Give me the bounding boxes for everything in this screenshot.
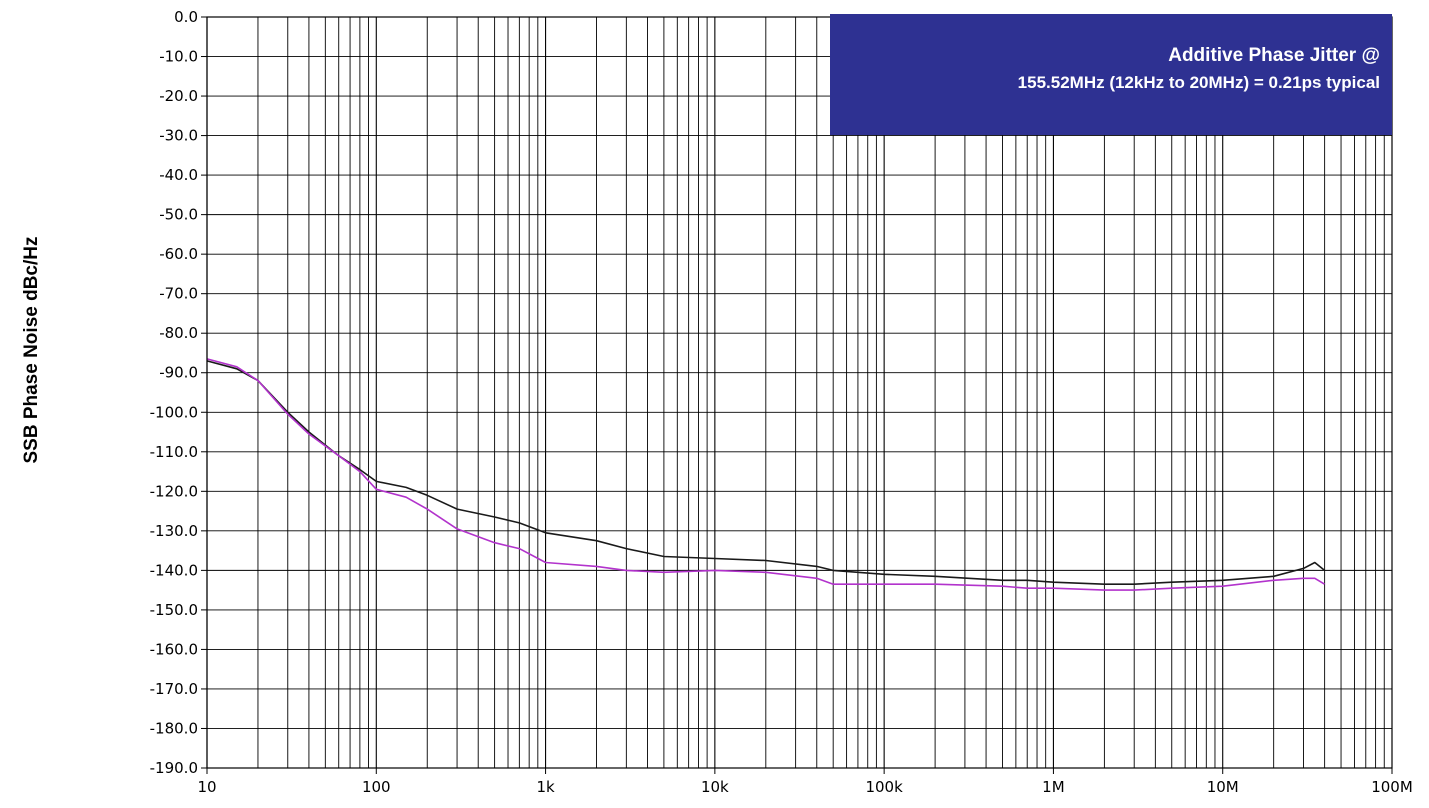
data-series: [206, 358, 1326, 591]
y-axis-label-container: SSB Phase Noise dBc/Hz: [0, 200, 60, 500]
x-tick-label: 10: [197, 778, 216, 796]
y-tick-label: -10.0: [159, 48, 198, 66]
y-tick-label: -100.0: [150, 403, 198, 421]
y-tick-label: -190.0: [150, 759, 198, 777]
series-line-2: [206, 358, 1326, 591]
y-tick-label: -30.0: [159, 127, 198, 145]
plot-frame: [206, 16, 1393, 769]
y-tick-label: -70.0: [159, 285, 198, 303]
x-tick-label: 10M: [1207, 778, 1239, 796]
y-tick-label: -40.0: [159, 166, 198, 184]
y-tick-label: -80.0: [159, 324, 198, 342]
y-tick-label: -160.0: [150, 640, 198, 658]
jitter-annotation-box: Additive Phase Jitter @ 155.52MHz (12kHz…: [830, 14, 1392, 135]
y-axis-ticks: 0.0 -10.0 -20.0 -30.0 -40.0 -50.0 -60.0 -70.0 -8…: [150, 8, 207, 777]
y-tick-label: -50.0: [159, 206, 198, 224]
x-axis-ticks: 10 100 1k 10k 100k 1M 10M 100M: [197, 768, 1413, 796]
y-tick-label: -140.0: [150, 561, 198, 579]
y-tick-label: -150.0: [150, 601, 198, 619]
y-tick-label: -90.0: [159, 364, 198, 382]
y-tick-label: -110.0: [150, 443, 198, 461]
y-tick-label: -180.0: [150, 719, 198, 737]
y-tick-label: -130.0: [150, 522, 198, 540]
x-tick-label: 100M: [1371, 778, 1413, 796]
grid-lines: [206, 16, 1392, 769]
y-tick-label: -20.0: [159, 87, 198, 105]
x-tick-label: 10k: [701, 778, 729, 796]
annotation-line-2: 155.52MHz (12kHz to 20MHz) = 0.21ps typi…: [1017, 73, 1380, 92]
y-tick-label: -60.0: [159, 245, 198, 263]
x-tick-label: 100k: [865, 778, 903, 796]
annotation-line-1: Additive Phase Jitter @: [1168, 45, 1380, 66]
series-line-1: [206, 360, 1326, 586]
y-tick-label: -120.0: [150, 482, 198, 500]
y-tick-label: 0.0: [174, 8, 198, 26]
y-tick-label: -170.0: [150, 680, 198, 698]
x-tick-label: 100: [362, 778, 391, 796]
x-tick-label: 1k: [536, 778, 555, 796]
y-axis-label: SSB Phase Noise dBc/Hz: [21, 236, 42, 464]
x-tick-label: 1M: [1042, 778, 1065, 796]
